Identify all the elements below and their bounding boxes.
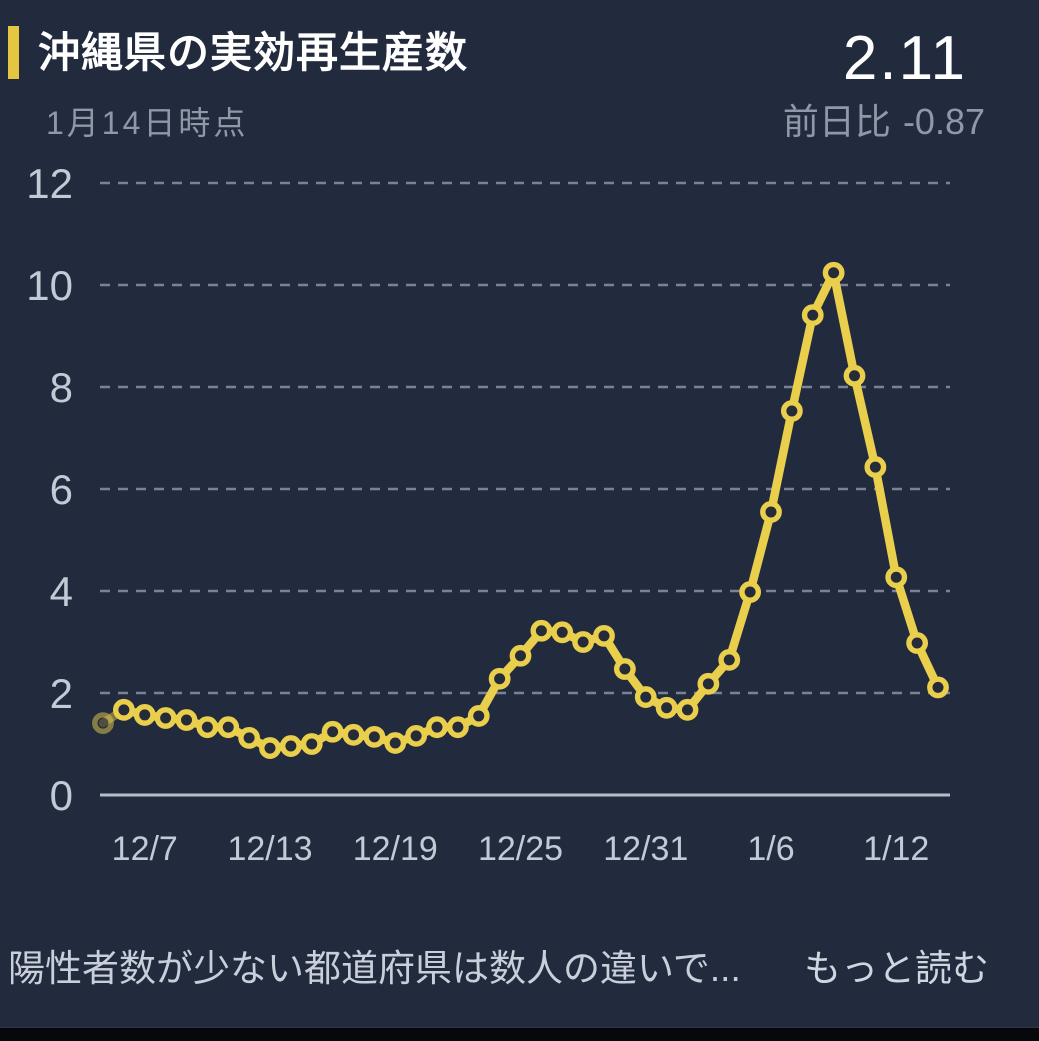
data-point: [885, 566, 908, 589]
y-axis-label: 12: [26, 160, 73, 207]
data-point: [697, 672, 720, 695]
data-point: [780, 400, 803, 422]
y-axis-label: 8: [50, 364, 73, 411]
data-point: [572, 631, 595, 653]
data-point: [384, 732, 407, 754]
data-point: [822, 261, 845, 284]
x-axis-label: 1/12: [863, 830, 929, 868]
data-point: [363, 725, 386, 748]
data-point: [279, 735, 302, 757]
data-point: [634, 686, 657, 708]
data-point: [92, 712, 114, 734]
data-point: [467, 705, 490, 727]
x-axis-label: 1/6: [747, 830, 794, 868]
data-point: [300, 733, 323, 755]
y-axis-label: 2: [50, 670, 73, 717]
x-axis-label: 12/13: [227, 830, 312, 868]
footnote-text: 陽性者数が少ない都道府県は数人の違いで...: [8, 948, 741, 989]
day-over-day-row: 前日比 -0.87: [783, 102, 985, 142]
data-point: [530, 619, 553, 642]
data-point: [509, 644, 532, 667]
data-point: [551, 621, 574, 644]
data-point: [133, 704, 156, 726]
data-point: [864, 456, 887, 478]
x-axis-label: 12/31: [603, 830, 688, 868]
x-axis-label: 12/25: [478, 830, 563, 868]
read-more-link[interactable]: もっと読む: [804, 948, 989, 989]
y-axis-label: 4: [50, 568, 73, 615]
data-point: [405, 724, 428, 747]
y-axis-label: 0: [50, 772, 73, 819]
data-point: [259, 737, 281, 759]
data-point: [154, 707, 177, 729]
data-point: [801, 304, 824, 326]
data-point: [238, 726, 261, 749]
chart-title: 沖縄県の実効再生産数: [38, 29, 469, 76]
bottom-divider-bar: [0, 1027, 1039, 1041]
data-point: [676, 698, 699, 721]
data-point: [613, 658, 636, 680]
footer: 陽性者数が少ない都道府県は数人の違いで... もっと読む: [8, 938, 989, 992]
data-point: [760, 501, 782, 523]
data-point: [906, 632, 929, 654]
current-value: 2.11: [842, 24, 967, 93]
data-point: [927, 676, 949, 699]
data-point: [112, 698, 135, 721]
data-point: [196, 716, 219, 739]
x-axis-label: 12/19: [353, 830, 438, 868]
data-point: [593, 624, 615, 647]
data-point: [488, 667, 511, 690]
data-point: [843, 364, 866, 387]
y-axis-label: 10: [26, 262, 73, 309]
data-point: [426, 716, 448, 739]
x-axis-label: 12/7: [112, 830, 178, 868]
y-axis-label: 6: [50, 466, 73, 513]
accent-bar: [8, 26, 19, 79]
data-point: [175, 709, 198, 731]
data-point: [446, 716, 469, 739]
data-point: [739, 581, 762, 603]
data-point: [321, 720, 344, 743]
delta-label: 前日比: [782, 101, 891, 142]
delta-value: -0.87: [902, 101, 985, 142]
data-point: [718, 648, 741, 671]
data-point: [342, 723, 365, 746]
series-line: [119, 268, 943, 753]
data-point: [655, 696, 678, 719]
as-of-date: 1月14日時点: [46, 105, 249, 141]
data-point: [217, 716, 240, 739]
